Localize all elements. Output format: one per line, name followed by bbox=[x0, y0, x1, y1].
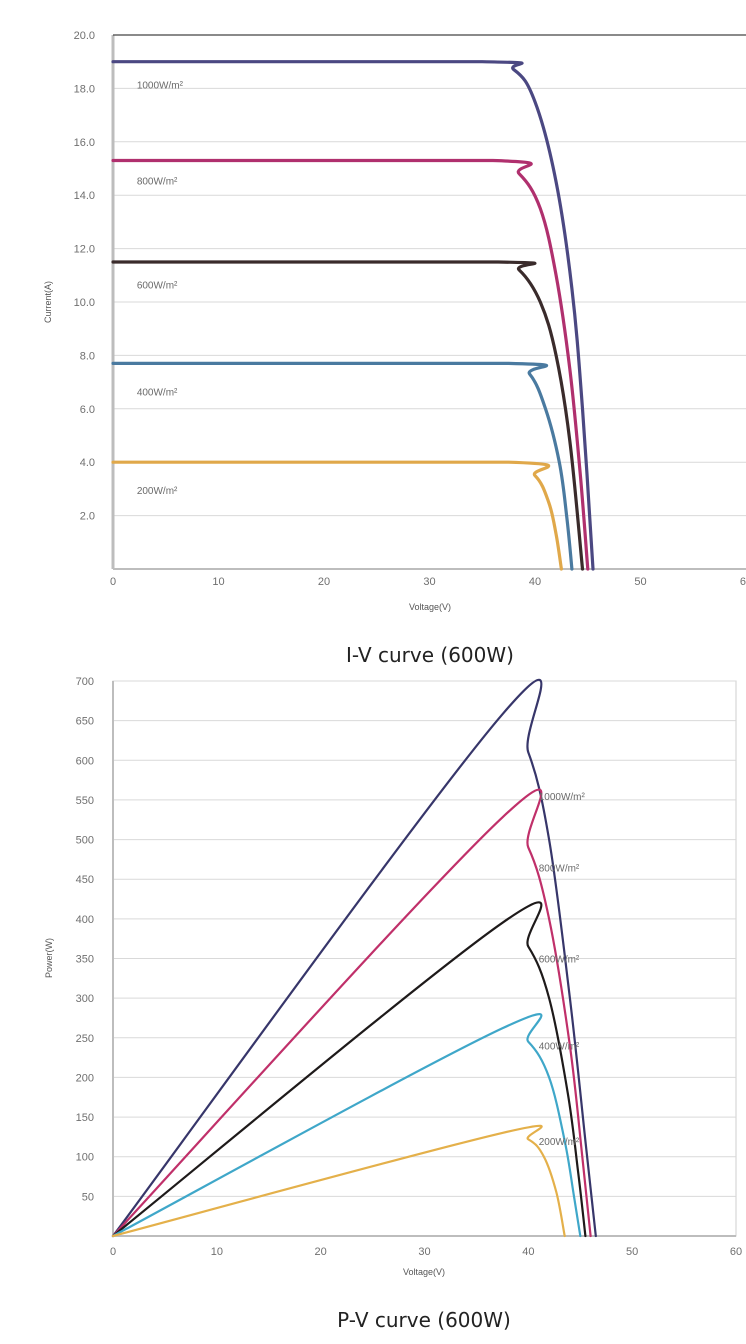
iv-y-tick-label: 6.0 bbox=[80, 404, 95, 416]
pv-y-tick-label: 600 bbox=[76, 755, 94, 767]
pv-series-label-0: 1000W/m² bbox=[539, 792, 586, 803]
iv-chart-title: I-V curve (600W) bbox=[346, 643, 514, 667]
pv-y-tick-label: 450 bbox=[76, 874, 94, 886]
pv-y-tick-label: 100 bbox=[76, 1152, 94, 1164]
pv-chart-title: P-V curve (600W) bbox=[337, 1308, 511, 1332]
pv-y-tick-label: 50 bbox=[82, 1191, 94, 1203]
iv-series-line-4 bbox=[111, 460, 563, 571]
iv-chart: 2.0 4.0 6.0 8.0 10.0 12.0 14.0 16.0 18.0 20.0 0 10… bbox=[43, 30, 746, 667]
pv-y-tick-label: 400 bbox=[76, 914, 94, 926]
pv-series-label-2: 600W/m² bbox=[539, 954, 580, 965]
pv-series-label-4: 200W/m² bbox=[539, 1137, 580, 1148]
pv-y-tick-label: 550 bbox=[76, 795, 94, 807]
pv-series-line-0 bbox=[111, 678, 597, 1238]
iv-series-label-0: 1000W/m² bbox=[137, 80, 184, 91]
pv-x-tick-label: 0 bbox=[110, 1246, 116, 1258]
iv-series-line-0 bbox=[111, 60, 595, 571]
iv-x-tick-label: 10 bbox=[212, 576, 224, 588]
iv-y-tick-label: 8.0 bbox=[80, 350, 95, 362]
pv-y-tick-label: 150 bbox=[76, 1112, 94, 1124]
iv-y-tick-label: 16.0 bbox=[74, 137, 95, 149]
iv-series-label-3: 400W/m² bbox=[137, 387, 178, 398]
pv-y-tick-label: 650 bbox=[76, 716, 94, 728]
pv-y-tick-label: 350 bbox=[76, 954, 94, 966]
iv-y-axis-label: Current(A) bbox=[43, 281, 53, 323]
iv-x-tick-label: 60 bbox=[740, 576, 746, 588]
pv-x-axis-label: Voltage(V) bbox=[403, 1267, 445, 1277]
iv-y-tick-label: 2.0 bbox=[80, 511, 95, 523]
pv-grid bbox=[113, 680, 736, 1197]
pv-y-tick-label: 250 bbox=[76, 1033, 94, 1045]
pv-series-line-4 bbox=[111, 1124, 566, 1238]
pv-x-tick-label: 10 bbox=[211, 1246, 223, 1258]
pv-x-tick-label: 50 bbox=[626, 1246, 638, 1258]
pv-x-tick-label: 40 bbox=[522, 1246, 534, 1258]
iv-x-tick-label: 50 bbox=[634, 576, 646, 588]
pv-y-tick-label: 200 bbox=[76, 1072, 94, 1084]
iv-series-line-1 bbox=[111, 158, 590, 571]
iv-series-label-1: 800W/m² bbox=[137, 177, 178, 188]
iv-y-tick-label: 4.0 bbox=[80, 457, 95, 469]
iv-y-tick-label: 18.0 bbox=[74, 83, 95, 95]
pv-x-tick-labels: 0 10 20 30 40 50 60 bbox=[110, 1246, 742, 1258]
iv-y-tick-label: 12.0 bbox=[74, 244, 95, 256]
iv-x-axis-label: Voltage(V) bbox=[409, 602, 451, 612]
pv-x-tick-label: 30 bbox=[418, 1246, 430, 1258]
iv-x-tick-label: 0 bbox=[110, 576, 116, 588]
iv-y-tick-label: 10.0 bbox=[74, 297, 95, 309]
pv-x-tick-label: 60 bbox=[730, 1246, 742, 1258]
pv-series-line-2 bbox=[111, 901, 587, 1238]
pv-series-label-3: 400W/m² bbox=[539, 1042, 580, 1053]
pv-y-tick-label: 700 bbox=[76, 676, 94, 688]
iv-series-label-4: 200W/m² bbox=[137, 486, 178, 497]
iv-series bbox=[111, 60, 595, 571]
iv-x-tick-label: 30 bbox=[423, 576, 435, 588]
pv-y-tick-label: 500 bbox=[76, 835, 94, 847]
iv-y-tick-label: 20.0 bbox=[74, 30, 95, 42]
iv-series-labels: 1000W/m² 800W/m² 600W/m² 400W/m² 200W/m² bbox=[137, 80, 184, 497]
iv-x-tick-label: 20 bbox=[318, 576, 330, 588]
iv-series-label-2: 600W/m² bbox=[137, 281, 178, 292]
iv-x-tick-labels: 0 10 20 30 40 50 60 bbox=[110, 576, 746, 588]
iv-series-line-3 bbox=[111, 361, 574, 571]
iv-series-line-2 bbox=[111, 260, 585, 571]
pv-series-line-3 bbox=[111, 1013, 582, 1238]
pv-y-tick-label: 300 bbox=[76, 993, 94, 1005]
pv-series-labels: 1000W/m² 800W/m² 600W/m² 400W/m² 200W/m² bbox=[539, 792, 586, 1148]
iv-x-tick-label: 40 bbox=[529, 576, 541, 588]
pv-y-tick-labels: 50 100 150 200 250 300 350 400 450 500 550 600 650 70… bbox=[76, 676, 94, 1203]
pv-series-label-1: 800W/m² bbox=[539, 863, 580, 874]
pv-series-line-1 bbox=[111, 788, 592, 1238]
pv-chart: 5010015020025030035040045050055060065070… bbox=[44, 676, 742, 1332]
pv-series bbox=[111, 678, 597, 1238]
iv-y-tick-label: 14.0 bbox=[74, 190, 95, 202]
iv-y-tick-labels: 2.0 4.0 6.0 8.0 10.0 12.0 14.0 16.0 18.0 20.0 bbox=[74, 30, 95, 523]
pv-x-tick-label: 20 bbox=[315, 1246, 327, 1258]
pv-y-axis-label: Power(W) bbox=[44, 938, 54, 978]
